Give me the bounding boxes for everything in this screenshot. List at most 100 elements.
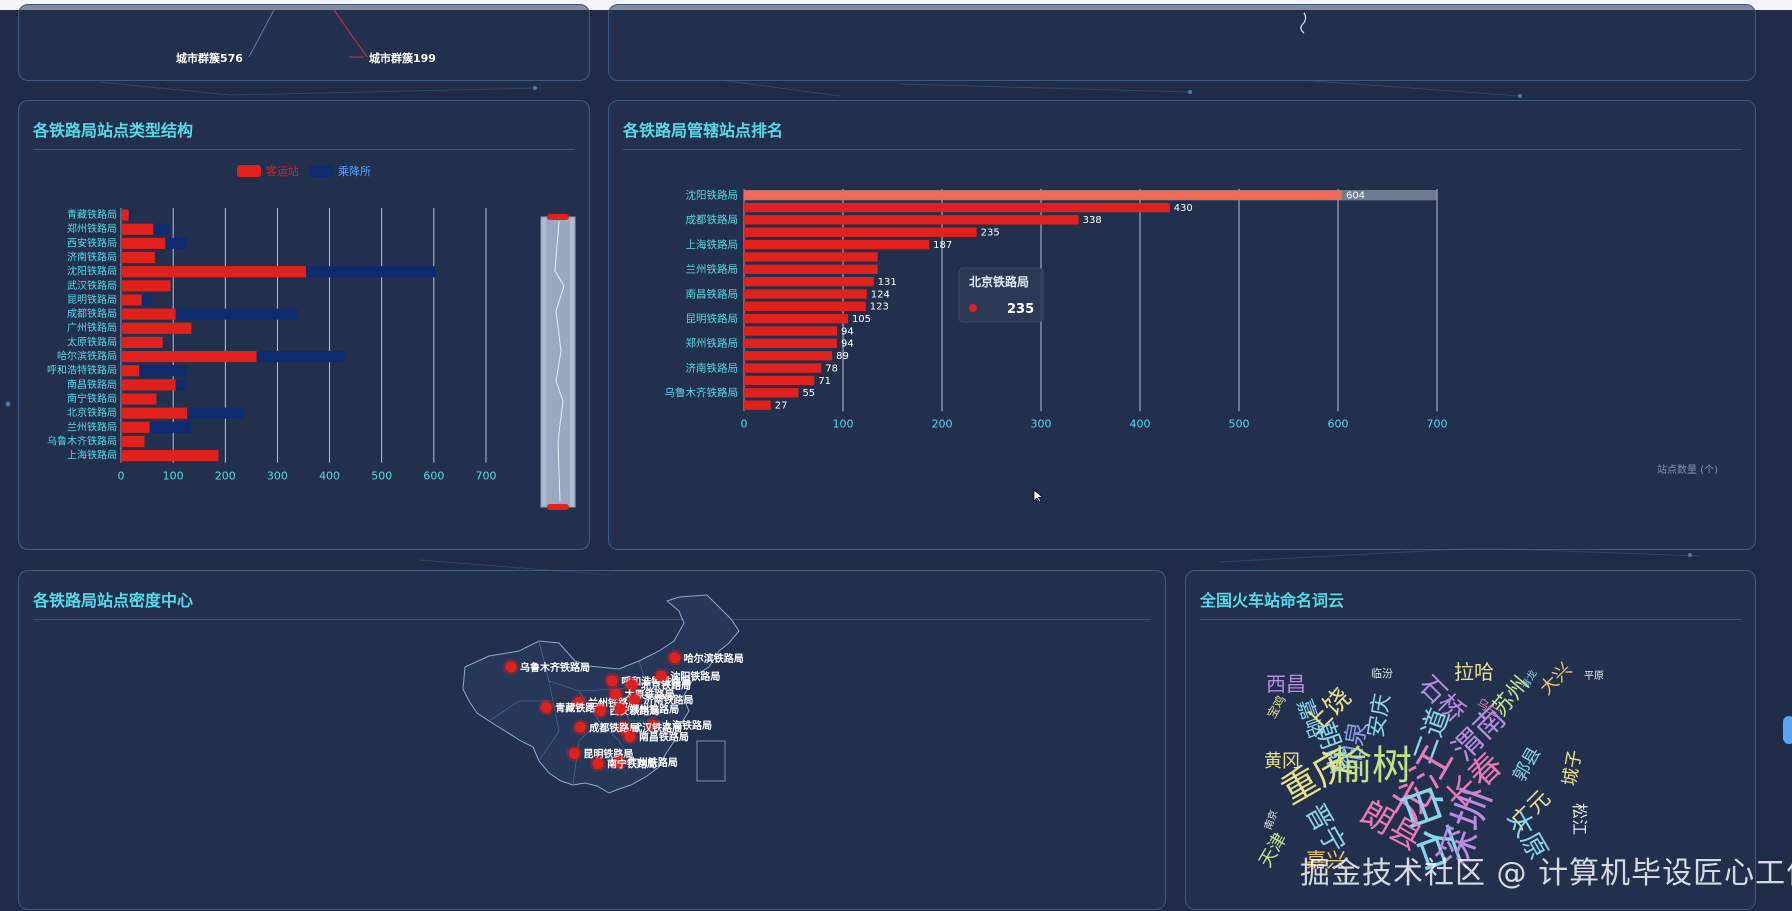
word-cloud-word[interactable]: 南京 (1261, 808, 1280, 831)
chart1-bar-passenger[interactable] (121, 393, 157, 405)
word-cloud-word[interactable]: 城子 (1559, 748, 1586, 787)
chart1-bar-passenger[interactable] (121, 450, 219, 462)
density-point[interactable] (647, 719, 659, 731)
chart1-bar-passenger[interactable] (121, 294, 142, 306)
chart1-bar-stop[interactable] (149, 421, 192, 433)
chart1-bar-passenger[interactable] (121, 336, 163, 348)
chart2-bar[interactable] (744, 227, 977, 237)
density-point[interactable] (617, 722, 629, 734)
word-cloud-word[interactable]: 临汾 (1371, 666, 1393, 680)
chart1-bar-passenger[interactable] (121, 421, 150, 433)
word-cloud-word[interactable]: 嘉兴 (1306, 848, 1346, 872)
legend-label-passenger[interactable]: 客运站 (266, 164, 299, 178)
density-point[interactable] (606, 675, 618, 687)
chart1-bar-stop[interactable] (187, 407, 244, 419)
panel-divider (33, 149, 575, 150)
density-point[interactable] (573, 696, 585, 708)
chart1-category-label: 北京铁路局 (67, 406, 117, 419)
word-cloud-word[interactable]: 天津 (1255, 829, 1291, 871)
density-point[interactable] (540, 701, 552, 713)
word-cloud-word[interactable]: 拉哈 (1454, 660, 1494, 684)
word-cloud-word[interactable]: 大兴 (1536, 659, 1576, 699)
chart2-bar[interactable] (744, 252, 878, 262)
chart2-bar[interactable] (744, 239, 930, 250)
density-point-label: 济南铁路局 (643, 694, 693, 707)
chart2-bar[interactable] (744, 202, 1170, 213)
chart1-bar-stop[interactable] (139, 365, 187, 377)
chart2-bar[interactable] (744, 326, 838, 336)
density-point[interactable] (568, 747, 580, 759)
legend-swatch-passenger[interactable] (237, 165, 261, 177)
chart1-category-label: 乌鲁木齐铁路局 (47, 434, 117, 447)
legend-swatch-stop[interactable] (309, 165, 333, 177)
datazoom-handle-bottom[interactable] (547, 504, 569, 510)
chart1-bar-passenger[interactable] (121, 209, 129, 221)
chart1-bar-passenger[interactable] (121, 280, 171, 292)
chart1-bar-passenger[interactable] (121, 379, 176, 391)
word-cloud-word[interactable]: 平原 (1584, 670, 1604, 682)
density-point[interactable] (669, 652, 681, 664)
word-cloud-word[interactable]: 郭县 (1509, 743, 1545, 785)
chart2-bar[interactable] (744, 215, 1079, 225)
chart2-bar[interactable] (744, 388, 799, 398)
chart1-bar-stop[interactable] (141, 294, 153, 306)
chart1-bar-passenger[interactable] (121, 251, 155, 264)
chart1-bar-passenger[interactable] (121, 308, 176, 320)
chart2-bar[interactable] (744, 338, 838, 349)
density-point[interactable] (614, 703, 626, 715)
province-lines (488, 640, 684, 786)
chart1-bar-passenger[interactable] (121, 435, 145, 448)
chart2-bar[interactable] (744, 301, 866, 311)
word-cloud-word[interactable]: 松江 (1570, 803, 1589, 835)
chart1-bar-stop[interactable] (153, 223, 169, 235)
chart1-category-label: 成都铁路局 (67, 307, 117, 320)
chart2-bar[interactable] (744, 276, 874, 287)
density-point[interactable] (594, 705, 606, 717)
density-point[interactable] (626, 679, 638, 691)
side-scroll-handle[interactable] (1783, 716, 1792, 744)
density-point[interactable] (592, 758, 604, 770)
chart2-bar[interactable] (744, 351, 833, 361)
chart2-bar[interactable] (744, 400, 771, 410)
chart1-bar-passenger[interactable] (121, 266, 307, 278)
chart1-bar-passenger[interactable] (121, 237, 166, 249)
chart1-bar-stop[interactable] (165, 237, 188, 249)
density-point[interactable] (505, 661, 517, 673)
chart2-bar[interactable] (744, 190, 1342, 200)
south-sea-inset (696, 740, 726, 782)
density-point-label: 广州铁路局 (628, 756, 678, 769)
density-point[interactable] (624, 730, 636, 742)
chart1-bar-passenger[interactable] (121, 322, 192, 334)
chart2-value-label: 124 (871, 289, 890, 300)
chart1-bar-stop[interactable] (175, 379, 186, 391)
density-point[interactable] (610, 688, 622, 700)
datazoom-slider[interactable] (540, 214, 576, 510)
chart1-bar-stop[interactable] (175, 308, 298, 320)
chart2-bar[interactable] (744, 314, 848, 324)
chart1-bar-passenger[interactable] (121, 351, 257, 363)
datazoom-handle-top[interactable] (547, 214, 569, 220)
density-point[interactable] (655, 670, 667, 682)
chart2-bar[interactable] (744, 363, 822, 373)
word-cloud-word[interactable]: 榆树 (1332, 743, 1412, 789)
chart1-bar-stop[interactable] (306, 266, 436, 278)
rank-tooltip: 北京铁路局 235 (958, 267, 1044, 323)
panel-divider (1200, 619, 1741, 620)
chart2-bar[interactable] (744, 289, 867, 299)
chart1-bar-passenger[interactable] (121, 365, 140, 377)
chart2-bar[interactable] (744, 375, 815, 386)
density-point[interactable] (613, 756, 625, 768)
chart1-bar-passenger[interactable] (121, 223, 154, 235)
word-cloud-word[interactable]: 西昌 (1266, 672, 1306, 696)
legend-label-stop[interactable]: 乘降所 (338, 164, 371, 178)
chart1-bar-stop[interactable] (256, 351, 346, 363)
density-point[interactable] (628, 694, 640, 706)
chart1-bar-passenger[interactable] (121, 407, 188, 419)
word-cloud-word[interactable]: 宝鸡 (1264, 693, 1289, 721)
chart1-bar-stop[interactable] (128, 209, 132, 221)
rank-x-axis-name: 站点数量 (个) (1657, 463, 1718, 476)
density-point[interactable] (574, 721, 586, 733)
chart2-value-label: 338 (1083, 215, 1102, 226)
word-cloud-word[interactable]: 黄冈 (1264, 751, 1300, 772)
chart2-bar[interactable] (744, 264, 878, 274)
